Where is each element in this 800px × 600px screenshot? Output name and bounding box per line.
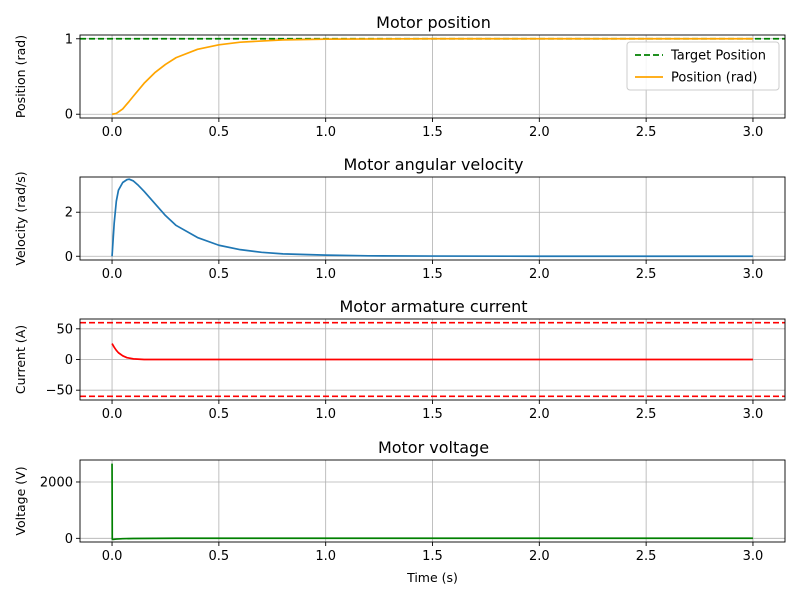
y-tick-label: 50 <box>56 322 73 337</box>
x-tick-label: 2.5 <box>636 549 657 564</box>
y-axis-label: Voltage (V) <box>13 466 28 535</box>
chart-title: Motor angular velocity <box>343 155 523 174</box>
x-tick-label: 1.0 <box>315 549 336 564</box>
y-tick-label: 0 <box>65 532 73 547</box>
chart-title: Motor armature current <box>339 297 527 316</box>
plot-area <box>80 37 785 116</box>
x-tick-label: 1.5 <box>422 549 443 564</box>
subplot-2: 0.0 0.5 1.0 1.5 2.0 2.5 3.0 0 2 Motor angular vel… <box>13 155 786 282</box>
y-tick-label: −50 <box>46 384 73 399</box>
x-axis-label: Time (s) <box>406 570 458 585</box>
chart-title: Motor voltage <box>378 438 489 457</box>
subplot-3: 0.0 0.5 1.0 1.5 2.0 2.5 3.0 50 0 −50 Motor armatur… <box>13 297 786 422</box>
x-tick-label: 1.5 <box>422 125 443 140</box>
x-tick-label: 2.0 <box>529 267 550 282</box>
legend-box <box>626 41 780 91</box>
legend-entry: Position (rad) <box>671 71 757 86</box>
y-axis-label: Current (A) <box>13 325 28 394</box>
x-tick-label: 3.0 <box>743 549 764 564</box>
y-axis-label: Position (rad) <box>13 35 28 118</box>
y-tick-label: 0 <box>65 353 73 368</box>
x-tick-label: 2.0 <box>529 407 550 422</box>
y-tick-label: 2000 <box>40 475 73 490</box>
plot-area <box>111 463 753 541</box>
x-tick-label: 2.0 <box>529 549 550 564</box>
x-tick-label: 2.5 <box>636 267 657 282</box>
x-tick-label: 2.5 <box>636 125 657 140</box>
y-axis-label: Velocity (rad/s) <box>13 171 28 265</box>
plot-area <box>80 321 785 398</box>
series-line <box>111 463 753 541</box>
x-tick-label: 3.0 <box>743 267 764 282</box>
x-tick-label: 1.0 <box>315 267 336 282</box>
chart-title: Motor position <box>376 13 491 32</box>
subplot-4: 0.0 0.5 1.0 1.5 2.0 2.5 3.0 2000 0 Motor voltage V… <box>13 438 786 585</box>
x-tick-label: 1.0 <box>315 407 336 422</box>
y-tick-label: 1 <box>65 32 73 47</box>
x-tick-label: 3.0 <box>743 407 764 422</box>
x-tick-label: 3.0 <box>743 125 764 140</box>
x-tick-label: 1.0 <box>315 125 336 140</box>
x-tick-label: 0.0 <box>102 125 123 140</box>
legend-entry: Target Position <box>670 49 766 64</box>
x-tick-label: 2.0 <box>529 125 550 140</box>
y-tick-label: 0 <box>65 108 73 123</box>
x-tick-label: 0.0 <box>102 267 123 282</box>
x-tick-label: 1.5 <box>422 267 443 282</box>
x-tick-label: 0.5 <box>209 549 230 564</box>
subplot-1: 0.0 0.5 1.0 1.5 2.0 2.5 3.0 0 1 Motor position Pos… <box>13 13 786 140</box>
x-tick-label: 1.5 <box>422 407 443 422</box>
series-line <box>111 37 753 116</box>
x-tick-label: 0.0 <box>102 407 123 422</box>
plot-area <box>111 178 753 258</box>
y-tick-label: 0 <box>65 250 73 265</box>
series-line <box>111 343 753 361</box>
y-tick-label: 2 <box>65 206 73 221</box>
x-tick-label: 2.5 <box>636 407 657 422</box>
x-tick-label: 0.5 <box>209 407 230 422</box>
legend: Target Position Position (rad) <box>626 41 780 91</box>
x-tick-label: 0.5 <box>209 125 230 140</box>
x-tick-label: 0.5 <box>209 267 230 282</box>
x-tick-label: 0.0 <box>102 549 123 564</box>
series-line <box>111 178 753 258</box>
